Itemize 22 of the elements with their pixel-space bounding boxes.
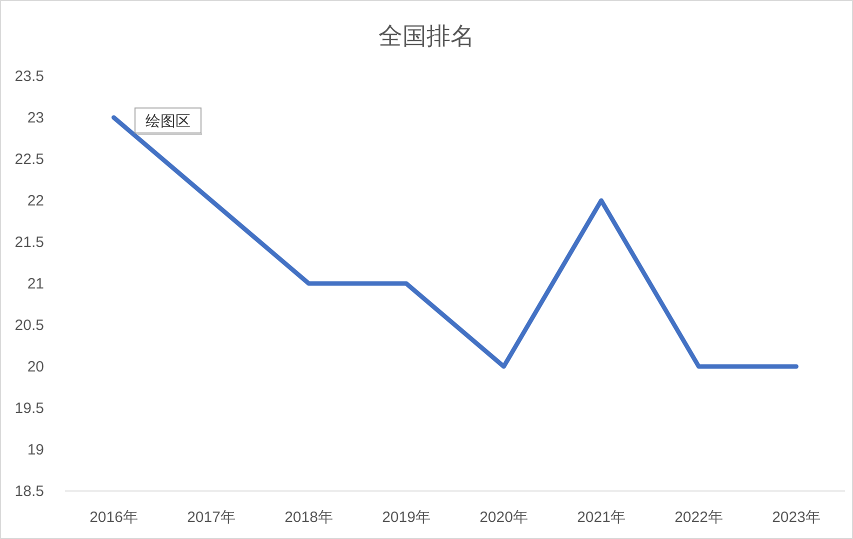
y-tick-label: 22 [27,192,44,210]
x-tick-label: 2018年 [284,509,333,526]
x-tick-label: 2016年 [90,509,138,526]
y-tick-label: 22.5 [14,151,44,168]
y-tick-label: 20.5 [14,317,44,334]
x-tick-label: 2019年 [382,509,430,526]
chart-title: 全国排名 [378,23,474,50]
y-tick-label: 21.5 [14,234,44,251]
x-tick-label: 2020年 [480,509,528,526]
x-tick-label: 2017年 [187,509,236,526]
line-series [112,115,798,369]
y-tick-label: 20 [27,358,44,376]
y-tick-label: 21 [27,276,44,292]
x-tick-label: 2022年 [674,509,723,526]
y-tick-label: 18.5 [14,483,44,500]
x-tick-label: 2023年 [772,509,820,526]
y-tick-label: 19.5 [14,400,44,417]
y-tick-label: 23.5 [14,68,44,85]
annotation: 绘图区 [146,113,190,130]
y-tick-label: 23 [27,110,44,126]
x-tick-label: 2021年 [577,509,626,526]
y-tick-label: 19 [27,442,44,458]
